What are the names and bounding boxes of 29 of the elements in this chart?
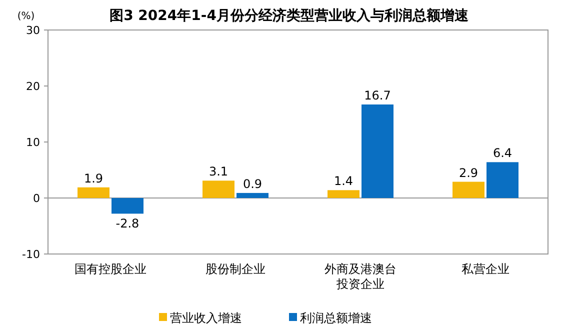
data-label: 6.4 [492, 146, 512, 160]
x-tick-label: 国有控股企业 [74, 262, 146, 276]
legend-label: 营业收入增速 [170, 311, 242, 325]
bar [202, 180, 234, 198]
x-tick-label: 私营企业 [462, 262, 510, 276]
legend-label: 利润总额增速 [300, 311, 372, 325]
x-tick-label: 股份制企业 [206, 262, 266, 276]
data-label: -2.8 [116, 216, 140, 231]
data-label: 1.9 [84, 171, 104, 186]
bar [486, 162, 518, 198]
bar [78, 187, 110, 198]
bar [452, 182, 484, 198]
y-tick-label: 20 [26, 80, 40, 93]
data-label: 3.1 [208, 164, 228, 179]
bar [362, 104, 394, 198]
y-tick-label: 0 [33, 192, 40, 205]
y-tick-label: 10 [26, 136, 40, 149]
y-tick-label: 30 [26, 24, 40, 37]
data-label: 1.4 [334, 174, 354, 188]
data-label: 2.9 [458, 166, 478, 180]
bar [328, 190, 360, 198]
y-axis-title: (%) [17, 11, 35, 22]
bar [236, 192, 268, 198]
data-label: 16.7 [364, 88, 391, 102]
y-tick-label: -10 [22, 248, 40, 261]
x-tick-label: 外商及港澳台投资企业 [324, 262, 396, 291]
data-label: 0.9 [242, 176, 262, 191]
bar [112, 198, 144, 214]
chart-title: 图3 2024年1-4月份分经济类型营业收入与利润总额增速 [110, 7, 470, 24]
